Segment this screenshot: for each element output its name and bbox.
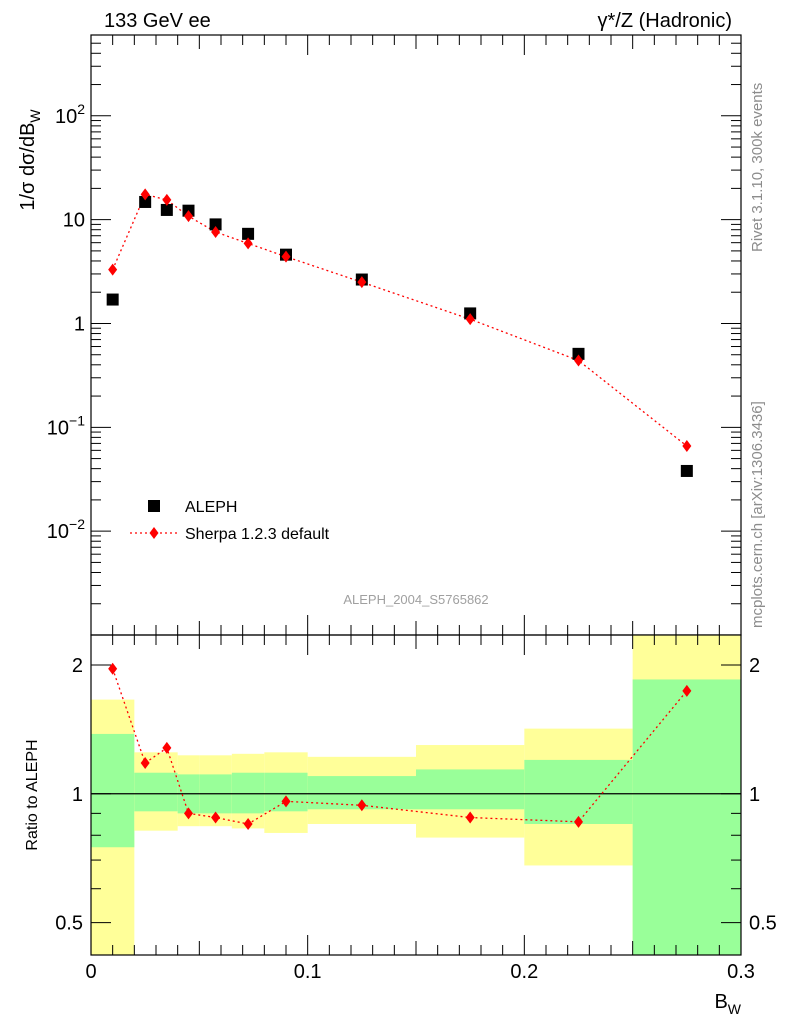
mc-point (357, 276, 367, 289)
stat-uncertainty-band (524, 759, 633, 824)
stat-uncertainty-band (632, 679, 741, 955)
stat-uncertainty-band (416, 769, 525, 810)
legend-data-label: ALEPH (185, 499, 237, 516)
ratio-mc-point (682, 684, 692, 697)
ratio-y-tick-label-left: 0.5 (55, 913, 83, 935)
ratio-mc-point (140, 757, 150, 770)
x-tick-label: 0.2 (510, 961, 538, 983)
ratio-y-tick-label-right: 0.5 (749, 913, 777, 935)
ratio-mc-point (184, 807, 193, 820)
main-y-tick-label: 102 (55, 101, 85, 128)
ratio-mc-point (357, 799, 367, 812)
data-point (242, 227, 255, 240)
main-y-tick-label: 10−1 (47, 412, 85, 439)
x-axis-title-subscript: W (728, 1001, 742, 1017)
ratio-mc-point (108, 662, 118, 675)
x-axis-title-text: B (714, 991, 727, 1013)
mc-point (162, 193, 172, 206)
ratio-panel: 0.5 0.5 1 1 2 2 0 0.1 0.2 0.3 Ratio to ALEPH BW (24, 634, 777, 1017)
mc-point (184, 210, 193, 223)
svg-text:1/σ dσ/dBW: 1/σ dσ/dBW (17, 109, 43, 211)
ratio-mc-point (162, 741, 172, 754)
x-tick-label: 0.3 (727, 961, 755, 983)
data-point (680, 464, 693, 477)
mc-point (140, 188, 150, 201)
main-y-tick-label: 10−2 (47, 516, 85, 543)
ratio-mc-point (465, 811, 475, 824)
main-plot-series (106, 188, 693, 477)
data-point (160, 203, 173, 216)
stat-uncertainty-band (91, 733, 135, 848)
data-point (139, 195, 152, 208)
main-y-tick-label: 10 (63, 210, 85, 232)
stat-uncertainty-band (134, 772, 156, 812)
mc-point (574, 354, 583, 367)
mc-line (112, 193, 688, 447)
x-tick-label: 0.1 (294, 961, 322, 983)
mcplots-label: mcplots.cern.ch [arXiv:1306.3436] (749, 401, 766, 628)
mc-point (682, 440, 692, 453)
analysis-label: ALEPH_2004_S5765862 (343, 592, 488, 607)
stat-uncertainty-band (231, 772, 265, 814)
x-axis-title: BW (714, 991, 741, 1017)
mc-point (211, 226, 221, 239)
x-tick-label: 0 (85, 961, 96, 983)
main-y-tick-label-exponent: 2 (77, 101, 85, 117)
ratio-plot-series (108, 662, 692, 830)
data-point (572, 347, 585, 360)
main-y-tick-label-exponent: −1 (69, 412, 85, 428)
main-y-tick-label: 1 (74, 313, 85, 335)
main-y-tick-label-base: 10 (47, 417, 69, 439)
data-point (106, 293, 119, 306)
mc-point (281, 250, 291, 263)
ratio-y-tick-label-left: 1 (72, 784, 83, 806)
legend-mc-marker (149, 527, 159, 539)
data-point (209, 218, 222, 231)
ratio-mc-point (281, 795, 291, 808)
main-plot-frame (90, 34, 742, 636)
mc-point (108, 263, 118, 276)
legend-data-marker (148, 500, 160, 512)
ratio-mc-point (574, 815, 583, 828)
main-y-axis-title-text: 1/σ dσ/dB (17, 123, 39, 211)
legend-mc-label: Sherpa 1.2.3 default (185, 526, 330, 543)
ratio-y-tick-label-right: 2 (749, 655, 760, 677)
stat-uncertainty-band (156, 772, 178, 812)
ratio-mc-point (211, 811, 221, 824)
main-y-axis-title: 1/σ dσ/dBW (17, 109, 43, 211)
main-y-tick-label-exponent: −2 (69, 516, 85, 532)
ratio-plot-frame (90, 634, 742, 956)
main-y-tick-label-base: 10 (47, 521, 69, 543)
left-title: 133 GeV ee (104, 10, 211, 32)
ratio-mc-point (243, 817, 253, 830)
right-title: γ*/Z (Hadronic) (598, 10, 732, 32)
legend: ALEPH Sherpa 1.2.3 default (130, 499, 330, 543)
ratio-uncertainty-bands (91, 635, 741, 955)
main-y-axis-title-subscript: W (27, 109, 43, 123)
mc-point (465, 313, 475, 326)
main-y-tick-label-base: 10 (55, 106, 77, 128)
ratio-y-tick-label-left: 2 (72, 655, 83, 677)
mc-point (243, 237, 253, 250)
ratio-y-axis-title: Ratio to ALEPH (24, 739, 41, 850)
ratio-y-tick-label-right: 1 (749, 784, 760, 806)
rivet-version-label: Rivet 3.1.10, 300k events (749, 83, 766, 252)
